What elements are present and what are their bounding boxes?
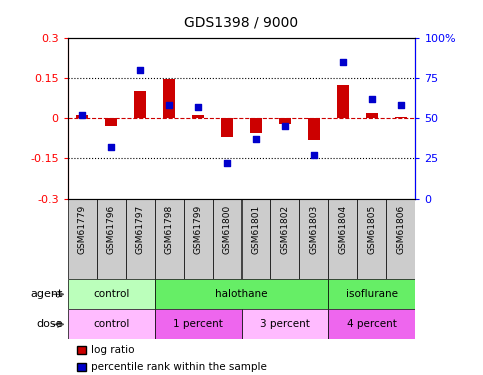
Text: halothane: halothane <box>215 290 268 299</box>
Bar <box>68 199 97 279</box>
Bar <box>184 199 213 279</box>
Text: GSM61799: GSM61799 <box>194 205 202 255</box>
Bar <box>155 199 184 279</box>
Bar <box>97 199 126 279</box>
Bar <box>366 113 378 118</box>
Bar <box>357 199 386 279</box>
Text: control: control <box>93 320 129 329</box>
Point <box>223 160 231 166</box>
Bar <box>105 118 117 126</box>
Text: GSM61779: GSM61779 <box>78 205 86 255</box>
Bar <box>337 84 349 118</box>
Point <box>368 96 376 102</box>
Bar <box>163 79 175 118</box>
Bar <box>242 199 270 279</box>
Bar <box>68 279 155 309</box>
Point <box>194 104 202 110</box>
Bar <box>221 118 233 137</box>
Bar <box>328 199 357 279</box>
Text: GSM61796: GSM61796 <box>107 205 115 255</box>
Point <box>252 136 260 142</box>
Text: log ratio: log ratio <box>91 345 134 355</box>
Bar <box>126 199 155 279</box>
Bar <box>308 118 320 140</box>
Text: GSM61802: GSM61802 <box>281 205 289 254</box>
Bar <box>270 199 299 279</box>
Bar <box>328 279 415 309</box>
Text: control: control <box>93 290 129 299</box>
Text: GDS1398 / 9000: GDS1398 / 9000 <box>185 16 298 30</box>
Bar <box>299 199 328 279</box>
Text: 1 percent: 1 percent <box>173 320 223 329</box>
Bar <box>386 199 415 279</box>
Point <box>165 102 173 108</box>
Bar <box>192 116 204 118</box>
Text: 3 percent: 3 percent <box>260 320 310 329</box>
Text: GSM61801: GSM61801 <box>252 205 260 255</box>
Text: agent: agent <box>30 290 63 299</box>
Bar <box>213 199 242 279</box>
Bar <box>279 118 291 123</box>
Bar <box>242 309 328 339</box>
Bar <box>76 116 88 118</box>
Text: percentile rank within the sample: percentile rank within the sample <box>91 362 267 372</box>
Text: GSM61800: GSM61800 <box>223 205 231 255</box>
Bar <box>155 279 328 309</box>
Text: GSM61803: GSM61803 <box>310 205 318 255</box>
Bar <box>134 91 146 118</box>
Bar <box>155 309 242 339</box>
Text: GSM61798: GSM61798 <box>165 205 173 255</box>
Point <box>107 144 115 150</box>
Text: dose: dose <box>36 320 63 329</box>
Point <box>397 102 405 108</box>
Text: GSM61804: GSM61804 <box>339 205 347 254</box>
Text: GSM61806: GSM61806 <box>397 205 405 255</box>
Bar <box>395 117 407 118</box>
Text: GSM61805: GSM61805 <box>368 205 376 255</box>
Bar <box>68 309 155 339</box>
Point <box>310 152 318 158</box>
Point <box>339 58 347 64</box>
Point <box>136 67 144 73</box>
Text: isoflurane: isoflurane <box>346 290 398 299</box>
Text: 4 percent: 4 percent <box>347 320 397 329</box>
Point <box>281 123 289 129</box>
Point <box>78 112 86 118</box>
Bar <box>250 118 262 133</box>
Bar <box>328 309 415 339</box>
Text: GSM61797: GSM61797 <box>136 205 144 255</box>
